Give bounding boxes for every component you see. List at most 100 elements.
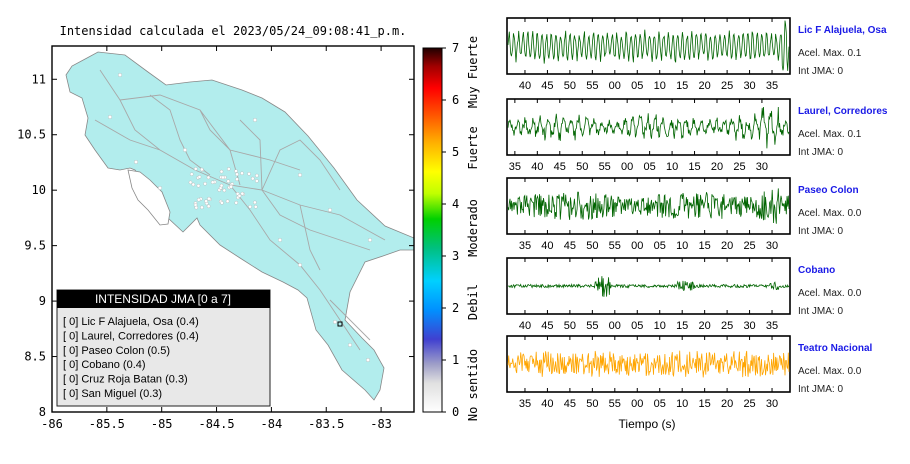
- seismogram-panels: 40 45 50 55 00 05 10 15 20 25 30 35 Lic F Alajuela, …: [506, 17, 888, 410]
- lon-tick-label: -83.5: [308, 417, 344, 431]
- city-dot: [219, 169, 224, 174]
- lat-tick-label: 10: [32, 183, 46, 197]
- city-dot: [200, 167, 204, 172]
- seismo-tick-label: 45: [554, 161, 566, 173]
- city-dot: [250, 176, 255, 181]
- colorbar-tick-label: 2: [452, 301, 459, 315]
- seismo-tick-label: 15: [699, 240, 711, 252]
- legend-item: [ 0] Cruz Roja Batan (0.3): [63, 374, 188, 386]
- city-dot: [197, 197, 201, 202]
- seismogram-trace: [507, 276, 790, 297]
- seismo-tick-label: 40: [519, 320, 531, 332]
- colorbar-tick-label: 0: [452, 405, 459, 419]
- colorbar-categories: No sentido Debil Moderado Fuerte Muy Fuerte: [466, 36, 480, 421]
- costa-rica-land: [65, 51, 414, 401]
- city-dot: [226, 179, 231, 183]
- city-dot: [210, 180, 215, 185]
- seismo-tick-label: 00: [621, 161, 633, 173]
- colorbar-category-label: Moderado: [466, 199, 480, 257]
- seismo-tick-label: 40: [541, 240, 553, 252]
- city-dot: [189, 172, 194, 176]
- station-name: Laurel, Corredores: [798, 106, 888, 117]
- colorbar-ticks: 0 1 2 3 4 5 6 7: [442, 41, 459, 419]
- colorbar-category-label: Fuerte: [466, 126, 480, 169]
- city-dot: [227, 167, 231, 171]
- colorbar-tick-label: 1: [452, 353, 459, 367]
- legend-title: INTENSIDAD JMA [0 a 7]: [95, 292, 231, 306]
- city-dot: [219, 183, 224, 188]
- city-dot: [240, 191, 245, 196]
- colorbar-tick-label: 6: [452, 93, 459, 107]
- station-jma: Int JMA: 0: [798, 226, 843, 237]
- seismo-tick-label: 50: [564, 320, 576, 332]
- seismogram-frame: [506, 98, 791, 156]
- city-dot: [253, 200, 257, 205]
- city-dot: [221, 175, 225, 180]
- legend-item: [ 0] San Miguel (0.3): [63, 388, 162, 400]
- city-dot: [235, 177, 239, 181]
- station-name: Paseo Colon: [798, 185, 859, 196]
- seismo-tick-label: 30: [766, 398, 778, 410]
- seismo-tick-label: 10: [666, 161, 678, 173]
- seismo-xlabel: Tiempo (s): [619, 417, 676, 431]
- seismogram-trace: [507, 106, 790, 149]
- city-dot: [118, 73, 122, 77]
- seismo-tick-label: 45: [541, 80, 553, 92]
- seismo-tick-label: 35: [766, 320, 778, 332]
- city-dot: [368, 238, 372, 242]
- seismo-tick-label: 30: [766, 240, 778, 252]
- legend-item: [ 0] Cobano (0.4): [63, 359, 146, 371]
- station-jma: Int JMA: 0: [798, 147, 843, 158]
- city-dot: [253, 118, 257, 122]
- seismo-tick-label: 00: [609, 320, 621, 332]
- longitude-ticks: -86 -85.5 -85 -84.5 -84 -83.5 -83: [41, 46, 392, 431]
- city-dot: [194, 205, 199, 210]
- seismogram-frame: [506, 17, 791, 75]
- seismo-tick-label: 05: [643, 161, 655, 173]
- city-dot: [203, 181, 207, 186]
- seismo-tick-label: 25: [721, 80, 733, 92]
- city-dot: [248, 204, 252, 209]
- seismo-tick-label: 45: [541, 320, 553, 332]
- city-dot: [240, 171, 244, 176]
- city-dot: [348, 343, 352, 347]
- colorbar-tick-label: 4: [452, 197, 459, 211]
- legend-header: [57, 290, 270, 308]
- seismo-tick-label: 40: [541, 398, 553, 410]
- lat-tick-label: 9: [39, 294, 46, 308]
- seismo-tick-label: 10: [654, 320, 666, 332]
- map-panel: -86 -85.5 -85 -84.5 -84 -83.5 -83 11 10.5 10 9.5 9…: [17, 45, 415, 431]
- seismo-tick-label: 05: [654, 240, 666, 252]
- seismo-tick-label: 05: [631, 320, 643, 332]
- seismo-tick-label: 35: [509, 161, 521, 173]
- lat-tick-label: 8: [39, 405, 46, 419]
- city-dot: [204, 199, 208, 203]
- map-title: Intensidad calculada el 2023/05/24_09:08…: [60, 24, 407, 38]
- road-network: [94, 69, 386, 351]
- city-markers: [108, 73, 372, 362]
- seismo-tick-label: 40: [531, 161, 543, 173]
- station-name: Cobano: [798, 265, 835, 276]
- seismo-tick-label: 20: [699, 320, 711, 332]
- city-dot: [366, 358, 370, 362]
- seismo-tick-label: 20: [721, 398, 733, 410]
- colorbar-tick-label: 5: [452, 145, 459, 159]
- city-dot: [158, 186, 162, 190]
- city-dot: [207, 196, 211, 201]
- lon-tick-label: -83: [370, 417, 392, 431]
- city-dot: [191, 182, 196, 187]
- legend-item: [ 0] Paseo Colon (0.5): [63, 345, 170, 357]
- seismogram-5: 35 40 45 50 55 00 05 10 15 20 25 30 Teatro Nacional A…: [506, 335, 872, 410]
- city-dot: [237, 194, 242, 198]
- city-dot: [188, 180, 193, 185]
- seismo-tick-label: 25: [721, 320, 733, 332]
- lon-tick-label: -84.5: [198, 417, 234, 431]
- lon-tick-label: -84: [261, 417, 283, 431]
- seismo-tick-label: 20: [699, 80, 711, 92]
- legend-items: [ 0] Lic F Alajuela, Osa (0.4) [ 0] Laure…: [63, 316, 199, 400]
- seismo-tick-label: 35: [766, 80, 778, 92]
- seismo-tick-label: 05: [654, 398, 666, 410]
- city-dot: [225, 199, 230, 203]
